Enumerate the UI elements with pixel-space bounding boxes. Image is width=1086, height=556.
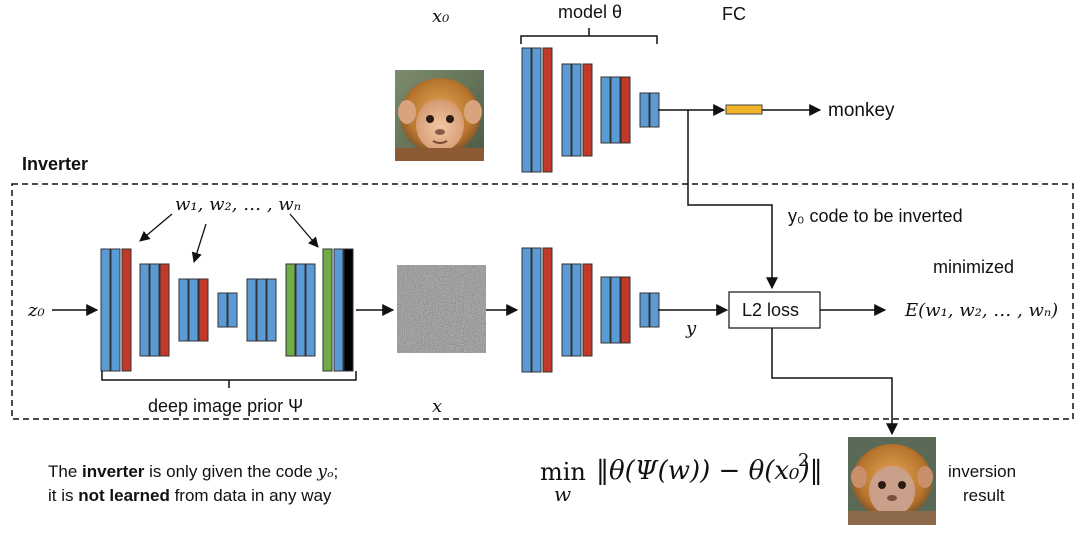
top-net-layer-9 xyxy=(620,76,631,144)
caption-1-mid: is only given the code xyxy=(144,462,318,481)
top-net-layer-2 xyxy=(531,47,542,173)
mid-net-layer-8 xyxy=(610,276,621,344)
model-label: model θ xyxy=(558,2,623,22)
weight-arrow-1 xyxy=(139,213,173,242)
y-label: y xyxy=(686,318,697,339)
line-loss-to-result xyxy=(771,328,898,436)
z0-label: z₀ xyxy=(28,300,45,321)
prior-layer-15 xyxy=(285,263,296,357)
weights-label: w₁, w₂, … , wₙ xyxy=(175,194,301,215)
caption-1-bold: inverter xyxy=(82,462,145,481)
mid-net-layer-3 xyxy=(542,247,553,373)
prior-layer-19 xyxy=(333,248,344,372)
monkey-label: monkey xyxy=(828,100,895,121)
l2-loss-label: L2 loss xyxy=(742,300,800,320)
top-net-layer-10 xyxy=(639,92,650,128)
prior-layer-10 xyxy=(217,292,228,328)
model-brace xyxy=(520,28,658,44)
mid-net-layer-2 xyxy=(531,247,542,373)
caption-line-1: The inverter is only given the code yₒ; xyxy=(48,462,338,482)
inverter-frame xyxy=(11,183,1074,420)
top-net-layer-4 xyxy=(561,63,572,157)
prior-layer-3 xyxy=(121,248,132,372)
caption-2-pre: it is xyxy=(48,486,79,505)
mid-net-layer-6 xyxy=(582,263,593,357)
formula-body: ‖θ(Ψ(w)) − θ(x₀)‖ xyxy=(596,456,823,486)
prior-layer-5 xyxy=(149,263,160,357)
prior-layer-20 xyxy=(343,248,354,372)
fc-label: FC xyxy=(722,4,746,24)
mid-net-layer-1 xyxy=(521,247,532,373)
top-net-layer-3 xyxy=(542,47,553,173)
prior-layer-17 xyxy=(305,263,316,357)
prior-layer-14 xyxy=(266,278,277,342)
mid-net-layer-4 xyxy=(561,263,572,357)
top-net-layer-8 xyxy=(610,76,621,144)
caption-2-bold: not learned xyxy=(78,486,170,505)
prior-layer-7 xyxy=(178,278,189,342)
deep-image-prior-label: deep image prior Ψ xyxy=(148,396,304,416)
caption-1-code: yₒ xyxy=(317,462,334,482)
prior-layer-2 xyxy=(110,248,121,372)
prior-layer-1 xyxy=(100,248,111,372)
caption-line-2: it is not learned from data in any way xyxy=(48,486,331,506)
prior-layer-16 xyxy=(295,263,306,357)
prior-layer-4 xyxy=(139,263,150,357)
top-net-layer-1 xyxy=(521,47,532,173)
mid-net-layer-7 xyxy=(600,276,611,344)
middle-network xyxy=(521,247,660,373)
input-monkey-image xyxy=(395,70,484,161)
l2-loss-box xyxy=(728,291,821,329)
noise-image xyxy=(397,265,486,353)
top-net-layer-7 xyxy=(600,76,611,144)
weight-arrow-3 xyxy=(289,213,319,248)
mid-net-layer-11 xyxy=(649,292,660,328)
mid-net-layer-5 xyxy=(571,263,582,357)
inversion-result-line-1: inversion xyxy=(948,462,1017,481)
x-label: x xyxy=(432,396,443,417)
inversion-result-line-2: result xyxy=(963,486,1005,505)
y0-code-label: y₀ code to be inverted xyxy=(788,206,963,226)
caption-2-end: from data in any way xyxy=(169,486,332,505)
minimized-label: minimized xyxy=(933,257,1015,277)
caption-1-end: ; xyxy=(333,462,339,481)
prior-brace xyxy=(101,371,357,388)
deep-image-prior-network xyxy=(100,248,354,372)
prior-layer-8 xyxy=(188,278,199,342)
prior-layer-11 xyxy=(227,292,238,328)
weight-arrow-2 xyxy=(191,223,207,263)
caption-1-pre: The xyxy=(48,462,83,481)
formula-var: w xyxy=(554,482,572,506)
top-net-layer-11 xyxy=(649,92,660,128)
prior-layer-6 xyxy=(159,263,170,357)
inverter-title: Inverter xyxy=(22,154,89,174)
top-network xyxy=(521,47,660,173)
formula-power: 2 xyxy=(798,450,810,471)
formula-min: min xyxy=(540,458,586,486)
x0-label: x₀ xyxy=(432,6,450,27)
line-y0-code xyxy=(687,110,778,290)
top-net-layer-5 xyxy=(571,63,582,157)
prior-layer-18 xyxy=(322,248,333,372)
top-net-layer-6 xyxy=(582,63,593,157)
fc-block xyxy=(725,104,763,115)
mid-net-layer-9 xyxy=(620,276,631,344)
result-monkey-image xyxy=(848,437,936,525)
mid-net-layer-10 xyxy=(639,292,650,328)
prior-layer-13 xyxy=(256,278,267,342)
energy-label: E(w₁, w₂, … , wₙ) xyxy=(905,300,1059,321)
prior-layer-12 xyxy=(246,278,257,342)
prior-layer-9 xyxy=(198,278,209,342)
